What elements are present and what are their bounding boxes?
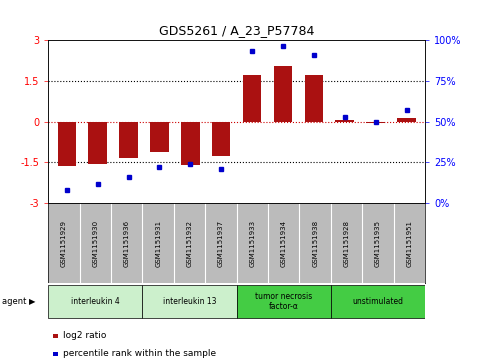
Bar [305,74,323,122]
Bar [336,120,354,122]
Bar [237,285,331,318]
Text: percentile rank within the sample: percentile rank within the sample [63,350,216,358]
Bar [367,122,385,123]
Text: GSM1151951: GSM1151951 [406,220,412,267]
Text: GSM1151934: GSM1151934 [281,220,287,267]
Bar [397,118,416,122]
Bar [331,285,425,318]
Text: agent ▶: agent ▶ [2,297,36,306]
Text: GSM1151936: GSM1151936 [124,220,130,267]
Text: interleukin 13: interleukin 13 [163,297,216,306]
Bar [57,122,76,166]
Bar [150,122,169,152]
Text: log2 ratio: log2 ratio [63,331,106,340]
Text: GSM1151928: GSM1151928 [343,220,350,267]
Bar [274,66,292,122]
Text: GSM1151929: GSM1151929 [61,220,67,267]
Bar [142,285,237,318]
Bar [181,122,199,165]
Bar [88,122,107,164]
Bar [212,122,230,156]
Title: GDS5261 / A_23_P57784: GDS5261 / A_23_P57784 [159,24,314,37]
Bar [48,285,142,318]
Text: GSM1151933: GSM1151933 [249,220,256,267]
Text: GSM1151930: GSM1151930 [92,220,99,267]
Text: tumor necrosis
factor-α: tumor necrosis factor-α [255,291,313,311]
Text: unstimulated: unstimulated [353,297,403,306]
Text: GSM1151938: GSM1151938 [312,220,318,267]
Bar [119,122,138,158]
Text: GSM1151931: GSM1151931 [155,220,161,267]
Text: GSM1151937: GSM1151937 [218,220,224,267]
Text: interleukin 4: interleukin 4 [71,297,120,306]
Text: GSM1151935: GSM1151935 [375,220,381,267]
Text: GSM1151932: GSM1151932 [186,220,193,267]
Bar [243,75,261,122]
